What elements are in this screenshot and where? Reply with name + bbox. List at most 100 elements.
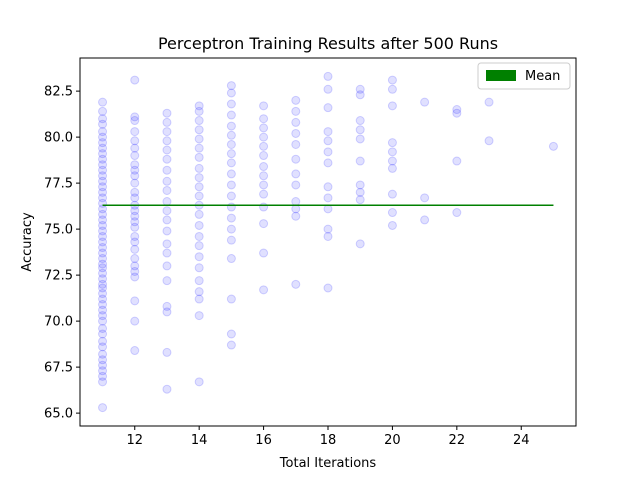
data-point bbox=[98, 311, 108, 321]
y-tick-label: 82.5 bbox=[44, 85, 73, 100]
x-tick-label: 18 bbox=[320, 433, 337, 448]
data-point bbox=[130, 178, 140, 188]
data-point bbox=[291, 139, 301, 149]
data-point bbox=[226, 88, 236, 98]
data-point bbox=[355, 156, 365, 166]
x-axis-label: Total Iterations bbox=[279, 456, 377, 471]
data-point bbox=[323, 136, 333, 146]
data-point bbox=[226, 149, 236, 159]
data-point bbox=[226, 329, 236, 339]
data-point bbox=[259, 162, 269, 172]
data-point bbox=[98, 215, 108, 225]
y-axis-ticks: 65.0 67.5 70.0 72.5 75.0 77.5 80.0 82.5 bbox=[44, 85, 80, 422]
data-point bbox=[130, 143, 140, 153]
data-point bbox=[130, 272, 140, 282]
data-points bbox=[98, 71, 558, 413]
data-point bbox=[98, 254, 108, 264]
data-point bbox=[194, 191, 204, 201]
data-point bbox=[323, 204, 333, 214]
data-point bbox=[98, 154, 108, 164]
data-point bbox=[98, 231, 108, 241]
data-point bbox=[323, 127, 333, 137]
data-point bbox=[130, 244, 140, 254]
data-point bbox=[130, 217, 140, 227]
data-point bbox=[98, 149, 108, 159]
data-point bbox=[130, 165, 140, 175]
data-point bbox=[194, 134, 204, 144]
data-point bbox=[355, 239, 365, 249]
data-point bbox=[98, 294, 108, 304]
data-point bbox=[130, 222, 140, 232]
data-point bbox=[548, 141, 558, 151]
data-point bbox=[259, 132, 269, 142]
data-point bbox=[291, 106, 301, 116]
data-point bbox=[162, 176, 172, 186]
data-point bbox=[323, 71, 333, 81]
data-point bbox=[259, 180, 269, 190]
legend-label-mean: Mean bbox=[525, 69, 560, 84]
data-point bbox=[387, 220, 397, 230]
data-point bbox=[355, 187, 365, 197]
data-point bbox=[226, 158, 236, 168]
data-point bbox=[98, 176, 108, 186]
data-point bbox=[98, 226, 108, 236]
data-point bbox=[291, 169, 301, 179]
data-point bbox=[387, 101, 397, 111]
y-tick-label: 65.0 bbox=[44, 407, 73, 422]
data-point bbox=[194, 311, 204, 321]
data-point bbox=[98, 220, 108, 230]
data-point bbox=[194, 101, 204, 111]
data-point bbox=[323, 283, 333, 293]
data-point bbox=[194, 231, 204, 241]
data-point bbox=[355, 195, 365, 205]
data-point bbox=[130, 254, 140, 264]
data-point bbox=[355, 116, 365, 126]
data-point bbox=[323, 158, 333, 168]
y-axis-label: Accuracy bbox=[20, 212, 35, 272]
data-point bbox=[194, 125, 204, 135]
data-point bbox=[162, 206, 172, 216]
data-point bbox=[226, 81, 236, 91]
x-tick-label: 14 bbox=[191, 433, 208, 448]
data-point bbox=[194, 276, 204, 286]
data-point bbox=[98, 279, 108, 289]
data-point bbox=[98, 209, 108, 219]
data-point bbox=[259, 151, 269, 161]
data-point bbox=[259, 219, 269, 229]
data-point bbox=[226, 340, 236, 350]
data-point bbox=[98, 106, 108, 116]
data-point bbox=[226, 139, 236, 149]
data-point bbox=[194, 263, 204, 273]
data-point bbox=[194, 182, 204, 192]
data-point bbox=[98, 316, 108, 326]
data-point bbox=[291, 279, 301, 289]
data-point bbox=[98, 259, 108, 269]
data-point bbox=[162, 117, 172, 127]
data-point bbox=[162, 301, 172, 311]
data-point bbox=[130, 346, 140, 356]
y-tick-label: 80.0 bbox=[44, 131, 73, 146]
data-point bbox=[194, 220, 204, 230]
data-point bbox=[162, 261, 172, 271]
data-point bbox=[98, 329, 108, 339]
chart-title: Perceptron Training Results after 500 Ru… bbox=[158, 34, 498, 53]
data-point bbox=[130, 112, 140, 122]
data-point bbox=[162, 347, 172, 357]
data-point bbox=[162, 185, 172, 195]
data-point bbox=[323, 193, 333, 203]
data-point bbox=[387, 84, 397, 94]
data-point bbox=[323, 103, 333, 113]
data-point bbox=[162, 127, 172, 137]
y-tick-label: 70.0 bbox=[44, 315, 73, 330]
y-tick-label: 77.5 bbox=[44, 177, 73, 192]
data-point bbox=[130, 211, 140, 221]
data-point bbox=[355, 90, 365, 100]
data-point bbox=[130, 136, 140, 146]
x-tick-label: 24 bbox=[513, 433, 530, 448]
data-point bbox=[259, 101, 269, 111]
data-point bbox=[387, 75, 397, 85]
data-point bbox=[130, 127, 140, 137]
data-point bbox=[162, 215, 172, 225]
data-point bbox=[98, 171, 108, 181]
data-point bbox=[452, 108, 462, 118]
